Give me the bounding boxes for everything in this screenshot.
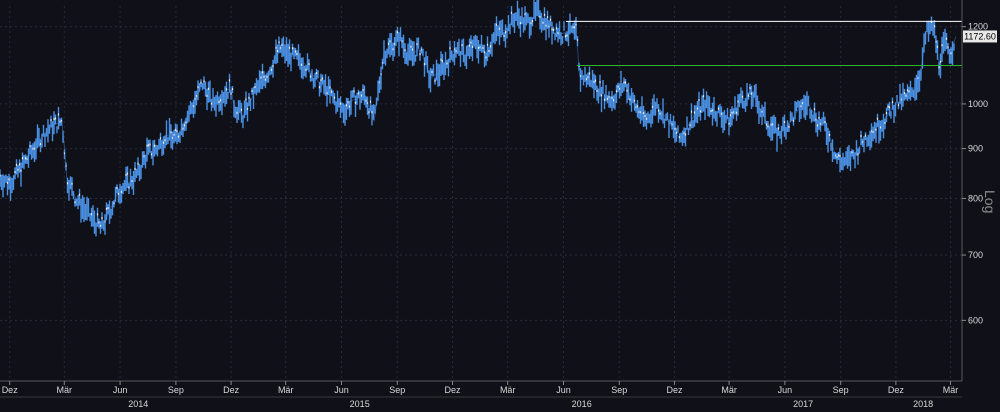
y-tick-label: 800 [968,193,983,203]
x-year-label: 2018 [913,399,933,409]
x-tick-label: Dez [888,385,905,395]
y-tick-label: 600 [968,315,983,325]
y-tick-label: 1000 [968,99,988,109]
x-tick-label: Dez [666,385,683,395]
last-value-marker: 1172.60 [963,30,997,43]
x-tick-label: Jun [778,385,793,395]
x-year-label: 2017 [793,399,813,409]
x-tick-label: Sep [833,385,849,395]
reference-lines [565,20,962,66]
price-line [0,12,957,230]
last-value-label: 1172.60 [964,31,996,41]
x-year-label: 2015 [350,399,370,409]
price-series [0,0,957,237]
x-tick-label: Mär [57,385,73,395]
x-tick-label: Sep [168,385,184,395]
y-axis-title: Log [982,190,998,213]
x-year-label: 2016 [572,399,592,409]
x-tick-label: Jun [556,385,571,395]
y-tick-label: 700 [968,250,983,260]
x-tick-label: Dez [444,385,461,395]
last-value-box [963,30,997,43]
x-tick-label: Mär [500,385,516,395]
x-tick-label: Sep [611,385,627,395]
x-tick-label: Jun [113,385,128,395]
x-tick-label: Mär [721,385,737,395]
x-tick-label: Jun [334,385,349,395]
x-tick-label: Dez [2,385,19,395]
x-tick-label: Sep [389,385,405,395]
x-tick-label: Mär [278,385,294,395]
x-tick-label: Mär [943,385,959,395]
y-tick-label: 1200 [968,22,988,32]
y-tick-label: 900 [968,144,983,154]
x-tick-label: Dez [223,385,240,395]
x-year-label: 2014 [128,399,148,409]
price-bar-highlights [0,11,952,227]
